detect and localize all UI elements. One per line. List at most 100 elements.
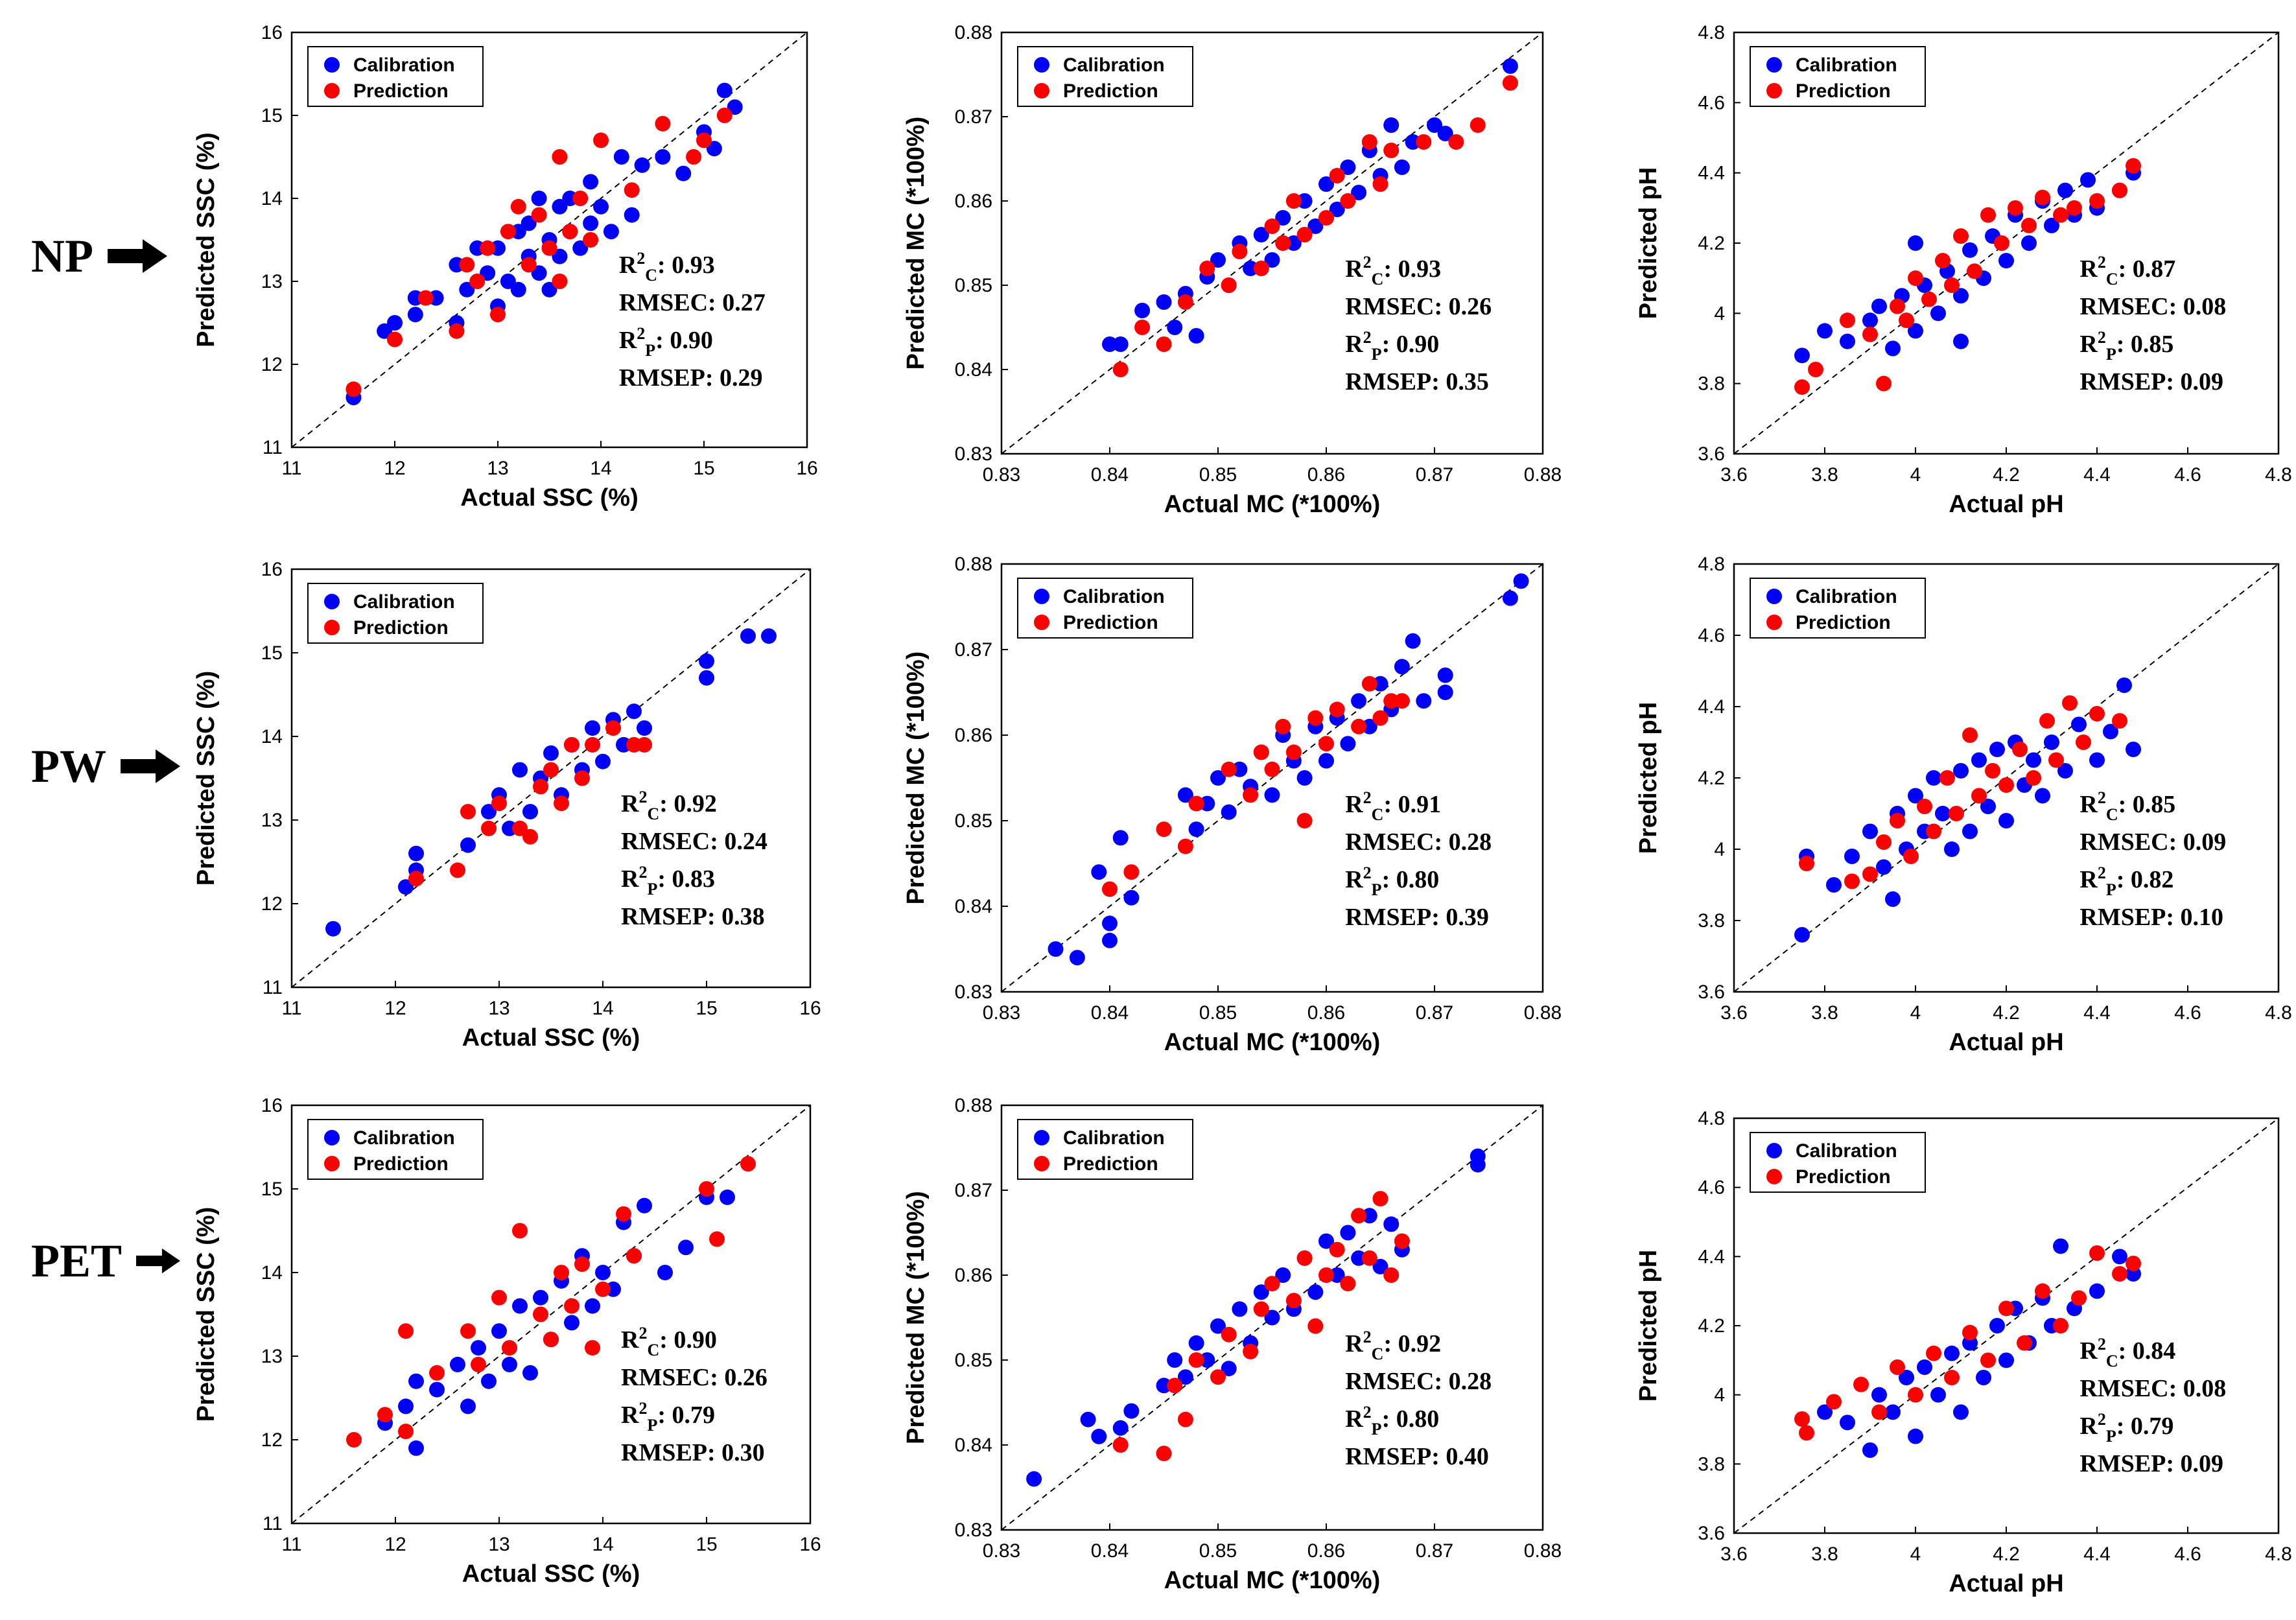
prediction-point [572,191,589,206]
legend-marker-prediction [324,620,340,635]
prediction-point [1826,1394,1842,1410]
prediction-point [521,257,537,273]
prediction-point [1890,1359,1905,1375]
calibration-point [408,1373,424,1389]
calibration-point [1989,742,2005,757]
y-axis-label: Predicted pH [1635,702,1662,854]
x-tick-label: 15 [696,1534,717,1555]
x-tick-label: 4.4 [2083,1544,2111,1565]
stat-rmsec: RMSEC: 0.09 [2079,828,2226,856]
y-tick-label: 3.8 [1698,373,1725,395]
calibration-point [459,281,475,298]
calibration-point [531,191,547,206]
prediction-point [1264,218,1280,234]
calibration-point [1318,1233,1334,1249]
y-tick-label: 0.85 [955,275,992,296]
legend-marker-prediction [1766,83,1782,99]
prediction-point [1167,1378,1183,1394]
prediction-point [1351,1208,1367,1224]
calibration-point [1361,1208,1377,1224]
calibration-point [1221,804,1237,820]
calibration-point [1908,323,1923,339]
calibration-point [491,1323,507,1339]
y-tick-label: 16 [261,22,283,43]
prediction-point [1853,1376,1869,1392]
prediction-point [1243,1343,1259,1359]
prediction-point [1285,1293,1302,1309]
calibration-point [637,720,652,736]
calibration-point [1167,320,1183,335]
prediction-point [1871,1404,1887,1420]
calibration-point [552,248,568,264]
calibration-point [657,1265,673,1280]
calibration-point [1264,787,1280,803]
y-tick-label: 4 [1714,839,1725,860]
stat-rmsep: RMSEP: 0.35 [1345,368,1489,395]
x-tick-label: 13 [488,998,510,1019]
calibration-point [1953,288,1969,304]
prediction-point [2089,1245,2105,1261]
calibration-point [1470,1148,1486,1164]
prediction-point [510,198,526,215]
calibration-point [1307,1284,1324,1300]
prediction-point [699,1181,714,1197]
x-tick-label: 0.88 [1524,1002,1562,1024]
prediction-point [490,307,506,323]
prediction-point [460,804,476,820]
legend: Calibration Prediction [1750,578,1926,639]
calibration-point [1318,176,1334,192]
prediction-point [1876,834,1892,850]
y-tick-label: 4.4 [1698,1246,1725,1267]
prediction-point [1383,143,1400,158]
calibration-point [1048,941,1064,957]
prediction-point [512,820,528,836]
calibration-point [1372,675,1388,692]
calibration-point [1944,841,1960,857]
x-tick-label: 12 [384,458,405,479]
calibration-point [460,1398,476,1415]
stat-rmsep: RMSEP: 0.09 [2079,368,2223,395]
y-tick-label: 4.4 [1698,696,1725,718]
calibration-point [522,804,538,820]
legend-marker-calibration [324,1130,340,1145]
calibration-point [522,1365,538,1381]
calibration-point [1383,1216,1400,1232]
prediction-point [605,720,621,736]
prediction-point [585,736,600,753]
chart-panel-np-2: 0.83 0.84 0.85 0.86 0.87 0.88 0.83 0.84 0.85 0.86… [902,22,1562,518]
prediction-point [2039,713,2055,729]
legend-marker-prediction [324,83,340,99]
calibration-point [552,198,568,215]
calibration-point [1232,761,1248,777]
y-axis-label: Predicted SSC (%) [193,671,220,886]
prediction-point [1134,320,1151,335]
prediction-point [1372,1191,1388,1207]
calibration-point [740,628,756,644]
calibration-point [1102,915,1118,932]
calibration-point [1416,693,1432,709]
legend-marker-calibration [1766,1143,1782,1158]
prediction-point [1944,277,1960,293]
prediction-point [583,232,599,248]
calibration-point [521,215,537,231]
prediction-point [1383,693,1400,709]
legend-marker-prediction [1034,615,1049,630]
prediction-point [1502,75,1518,91]
row-label-text: NP [31,229,93,282]
y-tick-label: 4.2 [1698,1315,1725,1337]
prediction-point [1318,736,1334,752]
stat-value: 0.79 [2131,1413,2174,1440]
calibration-point [1980,799,1996,814]
calibration-point [1826,877,1842,893]
calibration-point [583,174,599,190]
prediction-point [1156,336,1172,352]
x-tick-label: 11 [281,458,301,479]
legend-marker-calibration [324,57,340,73]
calibration-point [450,1356,465,1372]
stat-r2c: R2C: 0.85 [2079,788,2175,824]
legend-marker-calibration [1034,1130,1049,1145]
legend-label-calibration: Calibration [353,54,455,76]
prediction-point [626,1248,642,1264]
calibration-point [1502,58,1518,74]
prediction-point [1962,727,1978,743]
